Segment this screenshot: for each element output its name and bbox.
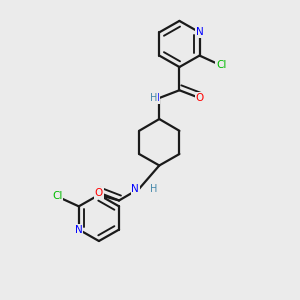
Text: H: H [150, 93, 158, 103]
Text: N: N [196, 27, 203, 37]
Text: O: O [195, 93, 204, 103]
Text: O: O [95, 188, 103, 198]
Text: H: H [150, 184, 158, 194]
Text: N: N [152, 93, 159, 103]
Text: N: N [75, 225, 83, 235]
Text: N: N [131, 184, 139, 194]
Text: Cl: Cl [52, 191, 62, 201]
Text: Cl: Cl [216, 61, 226, 70]
